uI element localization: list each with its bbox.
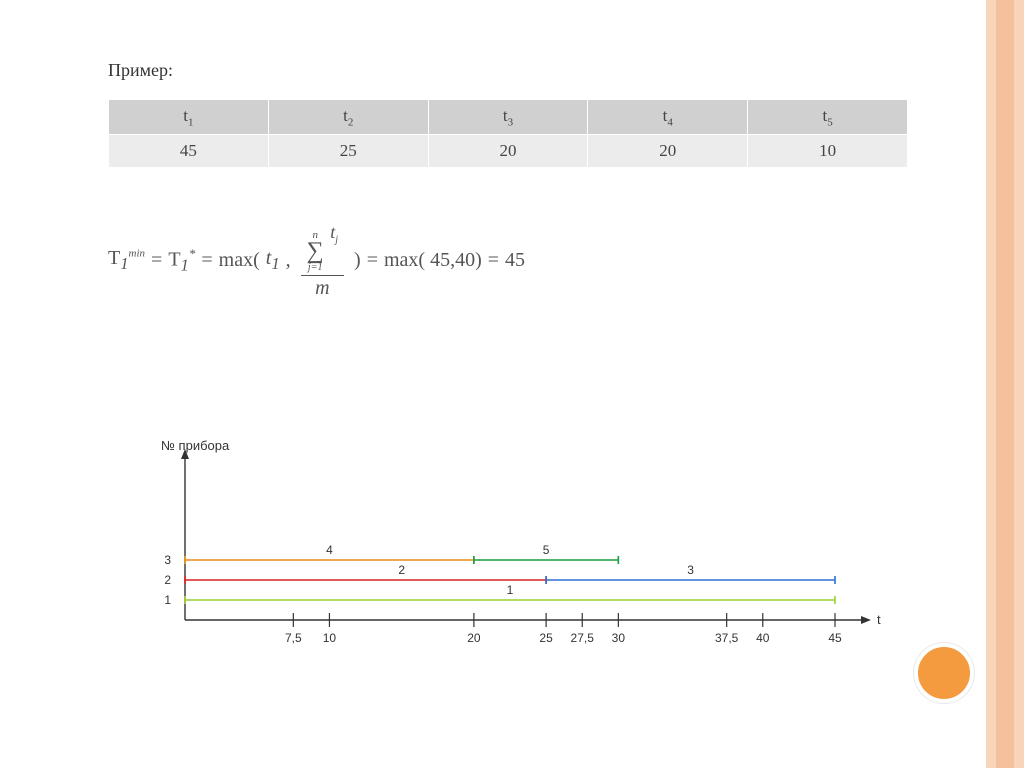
svg-text:№ прибора: № прибора [161, 438, 230, 453]
svg-text:1: 1 [164, 593, 171, 607]
decor-stripe-inner [996, 0, 1014, 768]
svg-text:25: 25 [539, 631, 553, 645]
gantt-chart: № прибораt1237,510202527,53037,540451234… [155, 435, 875, 695]
next-slide-button[interactable] [914, 643, 974, 703]
svg-text:4: 4 [326, 543, 333, 557]
col-header: t5 [748, 100, 908, 135]
svg-text:2: 2 [398, 563, 405, 577]
table-header-row: t1 t2 t3 t4 t5 [109, 100, 908, 135]
svg-text:30: 30 [612, 631, 626, 645]
table-cell: 10 [748, 135, 908, 168]
svg-text:10: 10 [323, 631, 337, 645]
table-cell: 25 [268, 135, 428, 168]
svg-text:27,5: 27,5 [571, 631, 595, 645]
svg-text:2: 2 [164, 573, 171, 587]
svg-text:3: 3 [164, 553, 171, 567]
table-cell: 20 [588, 135, 748, 168]
svg-text:3: 3 [687, 563, 694, 577]
col-header: t3 [428, 100, 588, 135]
svg-text:37,5: 37,5 [715, 631, 739, 645]
table-cell: 20 [428, 135, 588, 168]
svg-text:40: 40 [756, 631, 770, 645]
task-times-table: t1 t2 t3 t4 t5 45 25 20 20 10 [108, 99, 908, 168]
table-value-row: 45 25 20 20 10 [109, 135, 908, 168]
col-header: t2 [268, 100, 428, 135]
svg-text:1: 1 [507, 583, 514, 597]
svg-text:20: 20 [467, 631, 481, 645]
col-header: t1 [109, 100, 269, 135]
slide-content: Пример: t1 t2 t3 t4 t5 45 25 20 20 10 T1… [108, 60, 908, 298]
col-header: t4 [588, 100, 748, 135]
formula: T1min = T1* = max( t1 , n ∑ j=1 tj m ) =… [108, 223, 908, 298]
svg-text:t: t [877, 612, 881, 627]
svg-text:7,5: 7,5 [285, 631, 302, 645]
table-cell: 45 [109, 135, 269, 168]
example-title: Пример: [108, 60, 908, 81]
svg-text:5: 5 [543, 543, 550, 557]
svg-text:45: 45 [828, 631, 842, 645]
